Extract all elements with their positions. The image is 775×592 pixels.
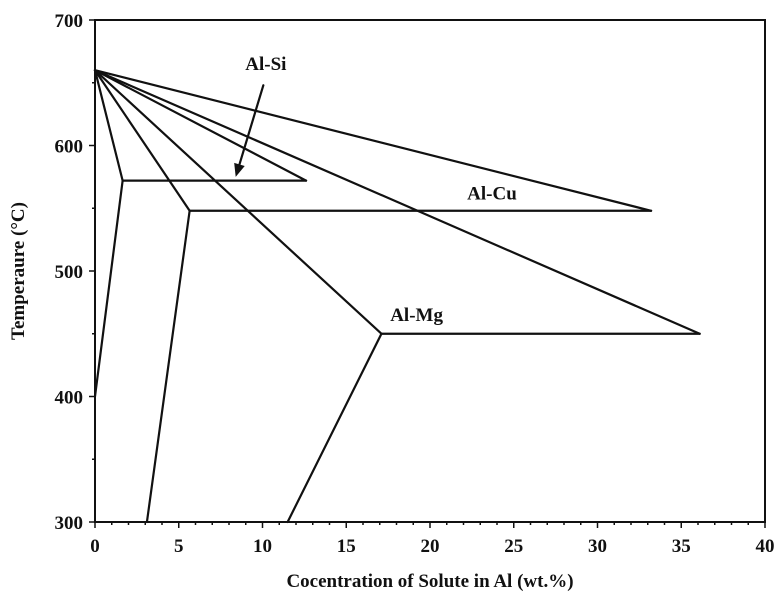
al-cu-line-4 [145,209,191,524]
y-tick-label-500: 500 [55,262,84,283]
annotation-al-mg: Al-Mg [390,305,443,326]
x-tick-label-25: 25 [504,536,523,557]
al-mg-line-1 [93,69,701,335]
al-si-arrow-head [234,162,245,177]
y-tick-label-400: 400 [55,388,84,409]
al-si-line-2 [93,69,124,182]
annotation-al-si: Al-Si [245,54,286,75]
y-tick-label-300: 300 [55,513,84,534]
x-axis-ticks: 0 5 10 15 20 25 30 35 40 [90,522,775,557]
y-axis-title: Temperaure (°C) [8,202,29,340]
x-tick-label-35: 35 [672,536,691,557]
x-tick-label-15: 15 [337,536,356,557]
x-tick-label-10: 10 [253,536,272,557]
x-tick-label-40: 40 [756,536,775,557]
al-mg-line-2 [93,69,383,335]
x-tick-label-0: 0 [90,536,100,557]
x-tick-label-5: 5 [174,536,184,557]
al-cu-line-2 [93,69,191,212]
al-cu-line-1 [93,69,653,212]
al-si-line-1 [93,69,308,182]
plot-lines [93,69,701,524]
y-axis-ticks: 300 400 500 600 700 [55,11,95,534]
x-axis-title: Cocentration of Solute in Al (wt.%) [286,571,573,592]
x-tick-label-30: 30 [588,536,607,557]
al-mg-line-4 [286,332,383,524]
y-tick-label-600: 600 [55,137,84,158]
annotation-al-cu: Al-Cu [467,183,517,204]
al-si-arrow [238,84,265,166]
y-tick-label-700: 700 [55,11,84,32]
annotations: Al-Si Al-Cu Al-Mg [245,54,517,326]
al-si-line-4 [93,179,124,398]
x-tick-label-20: 20 [421,536,440,557]
